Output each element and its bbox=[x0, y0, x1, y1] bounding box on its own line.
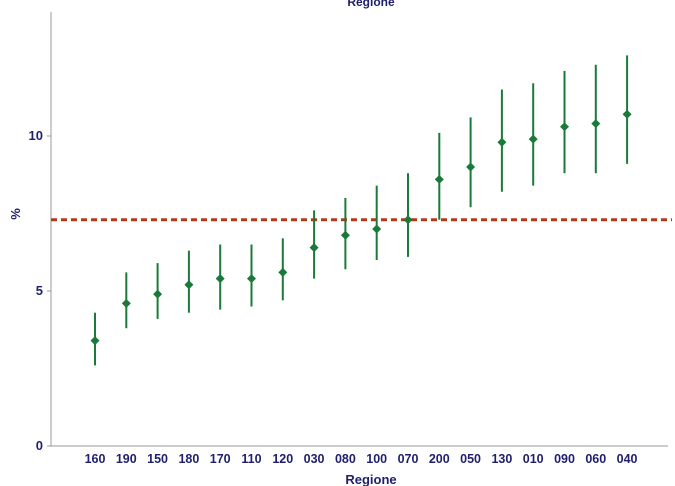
data-point bbox=[622, 109, 632, 119]
x-tick-label: 150 bbox=[147, 452, 168, 466]
data-point bbox=[215, 274, 225, 284]
data-point bbox=[528, 134, 538, 144]
x-tick-label: 110 bbox=[241, 452, 261, 466]
x-tick-label: 190 bbox=[116, 452, 137, 466]
x-tick-label: 160 bbox=[85, 452, 106, 466]
data-point bbox=[591, 119, 601, 129]
x-tick-label: 060 bbox=[585, 452, 606, 466]
data-point bbox=[184, 280, 194, 290]
x-tick-label: 180 bbox=[178, 452, 199, 466]
data-point bbox=[372, 224, 382, 234]
y-ticks: 0 5 10 bbox=[29, 128, 51, 453]
data-point bbox=[153, 289, 163, 299]
y-tick-label: 5 bbox=[36, 283, 43, 298]
data-point bbox=[278, 267, 288, 277]
data-point bbox=[560, 122, 569, 132]
x-tick-label: 120 bbox=[272, 452, 293, 466]
x-tick-label: 170 bbox=[210, 452, 231, 466]
x-tick-label: 100 bbox=[366, 452, 387, 466]
x-tick-label: 030 bbox=[304, 452, 325, 466]
x-tick-label: 130 bbox=[491, 452, 512, 466]
data-point bbox=[247, 274, 256, 284]
y-tick-label: 10 bbox=[29, 128, 43, 143]
x-tick-label: 050 bbox=[460, 452, 481, 466]
data-point bbox=[309, 243, 319, 253]
x-tick-label: 070 bbox=[398, 452, 419, 466]
x-tick-label: 040 bbox=[617, 452, 638, 466]
data-point bbox=[340, 230, 350, 240]
y-tick-label: 0 bbox=[36, 438, 43, 453]
chart-title: Regione bbox=[347, 0, 395, 9]
data-point bbox=[434, 174, 444, 184]
data-point bbox=[403, 215, 413, 225]
data-point bbox=[466, 162, 476, 172]
data-point bbox=[90, 336, 100, 346]
x-axis-label: Regione bbox=[345, 472, 396, 486]
x-tick-label: 080 bbox=[335, 452, 356, 466]
x-tick-label: 010 bbox=[523, 452, 544, 466]
data-point bbox=[497, 137, 507, 147]
data-point bbox=[121, 298, 131, 308]
x-tick-label: 090 bbox=[554, 452, 575, 466]
x-tick-labels: 160 190 150 180 170 110 120 030 080 100 070 200 050 1… bbox=[85, 452, 638, 466]
data-marks bbox=[90, 55, 632, 366]
x-tick-label: 200 bbox=[429, 452, 450, 466]
y-axis-label: % bbox=[8, 208, 23, 220]
